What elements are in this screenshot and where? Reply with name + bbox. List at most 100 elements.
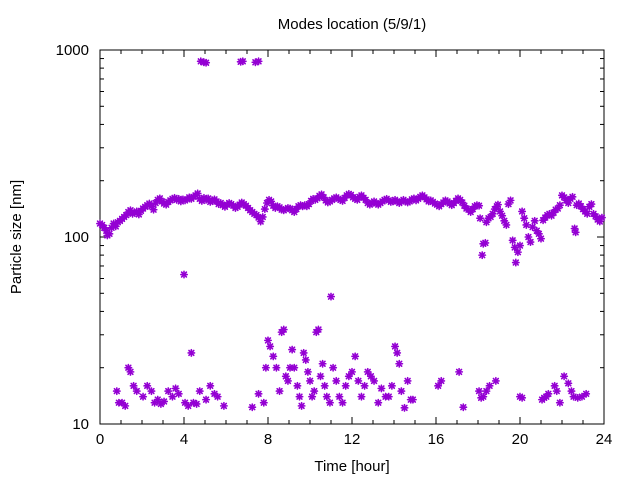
y-tick-label: 1000 bbox=[56, 42, 89, 59]
data-point bbox=[174, 389, 183, 398]
data-point bbox=[202, 395, 211, 404]
data-point bbox=[329, 363, 338, 372]
data-point bbox=[139, 392, 148, 401]
data-point bbox=[555, 398, 564, 407]
data-point bbox=[293, 381, 302, 390]
data-point bbox=[351, 352, 360, 361]
data-point bbox=[254, 57, 263, 66]
data-point bbox=[506, 196, 515, 205]
data-point bbox=[511, 258, 520, 267]
data-point bbox=[121, 401, 130, 410]
data-points bbox=[96, 57, 606, 412]
data-point bbox=[391, 342, 400, 351]
data-point bbox=[180, 270, 188, 279]
data-point bbox=[308, 392, 317, 401]
data-point bbox=[322, 392, 331, 401]
data-point bbox=[147, 387, 156, 396]
data-point bbox=[459, 403, 468, 412]
data-point bbox=[515, 241, 525, 250]
data-point bbox=[530, 216, 539, 225]
data-point bbox=[259, 398, 268, 407]
data-point bbox=[283, 376, 292, 385]
data-point bbox=[347, 367, 357, 376]
data-point bbox=[105, 229, 114, 238]
chart-title: Modes location (5/9/1) bbox=[278, 16, 426, 33]
data-point bbox=[377, 384, 386, 393]
data-point bbox=[526, 238, 535, 247]
x-tick-label: 24 bbox=[596, 431, 613, 448]
data-point bbox=[299, 348, 308, 357]
data-point bbox=[583, 209, 592, 218]
data-point bbox=[544, 389, 553, 398]
data-point bbox=[290, 363, 299, 372]
data-point bbox=[332, 376, 341, 385]
data-point bbox=[168, 392, 177, 401]
data-point bbox=[384, 392, 393, 401]
data-point bbox=[269, 352, 278, 361]
data-point bbox=[279, 325, 288, 334]
data-point bbox=[301, 355, 310, 364]
data-point bbox=[582, 389, 591, 398]
data-point bbox=[555, 201, 564, 210]
data-point bbox=[318, 359, 327, 368]
data-point bbox=[567, 387, 576, 396]
data-point bbox=[202, 58, 211, 67]
x-tick-label: 16 bbox=[428, 431, 445, 448]
data-point bbox=[485, 381, 494, 390]
data-point bbox=[195, 387, 204, 396]
data-point bbox=[387, 381, 396, 390]
data-point bbox=[143, 381, 152, 390]
y-axis-label: Particle size [nm] bbox=[8, 180, 25, 294]
data-point bbox=[272, 363, 281, 372]
data-point bbox=[160, 397, 169, 406]
data-point bbox=[314, 325, 323, 334]
data-point bbox=[254, 389, 263, 398]
data-point bbox=[206, 381, 215, 390]
data-point bbox=[357, 392, 366, 401]
x-tick-label: 8 bbox=[264, 431, 272, 448]
data-point bbox=[481, 238, 490, 247]
data-point bbox=[248, 403, 257, 412]
x-tick-label: 20 bbox=[512, 431, 529, 448]
data-point bbox=[536, 234, 546, 243]
y-axis: 10 100 1000 bbox=[56, 42, 604, 433]
data-point bbox=[552, 387, 561, 396]
data-point bbox=[508, 236, 517, 245]
x-tick-label: 0 bbox=[96, 431, 104, 448]
data-point bbox=[408, 395, 417, 404]
data-point bbox=[126, 367, 135, 376]
data-point bbox=[171, 384, 180, 393]
data-point bbox=[219, 401, 228, 410]
y-tick-label: 10 bbox=[72, 416, 89, 433]
data-point bbox=[395, 359, 404, 368]
data-point bbox=[360, 381, 369, 390]
data-point bbox=[520, 214, 529, 223]
data-point bbox=[338, 398, 347, 407]
data-point bbox=[374, 398, 383, 407]
data-point bbox=[455, 367, 464, 376]
data-point bbox=[597, 213, 606, 222]
data-point bbox=[522, 220, 531, 229]
data-point bbox=[363, 367, 372, 376]
data-point bbox=[502, 220, 511, 229]
data-point bbox=[260, 205, 269, 214]
data-point bbox=[325, 398, 334, 407]
x-tick-label: 12 bbox=[344, 431, 361, 448]
data-point bbox=[187, 348, 196, 357]
data-point bbox=[354, 376, 363, 385]
data-point bbox=[493, 200, 502, 209]
data-point bbox=[326, 292, 336, 301]
data-point bbox=[303, 367, 312, 376]
data-point bbox=[238, 57, 247, 66]
data-point bbox=[149, 205, 158, 214]
data-point bbox=[479, 392, 488, 401]
x-tick-label: 4 bbox=[180, 431, 188, 448]
data-point bbox=[305, 376, 315, 385]
data-point bbox=[341, 381, 350, 390]
data-point bbox=[261, 363, 270, 372]
data-point bbox=[213, 392, 222, 401]
data-point bbox=[434, 381, 443, 390]
data-point bbox=[316, 372, 325, 381]
data-point bbox=[475, 201, 484, 210]
